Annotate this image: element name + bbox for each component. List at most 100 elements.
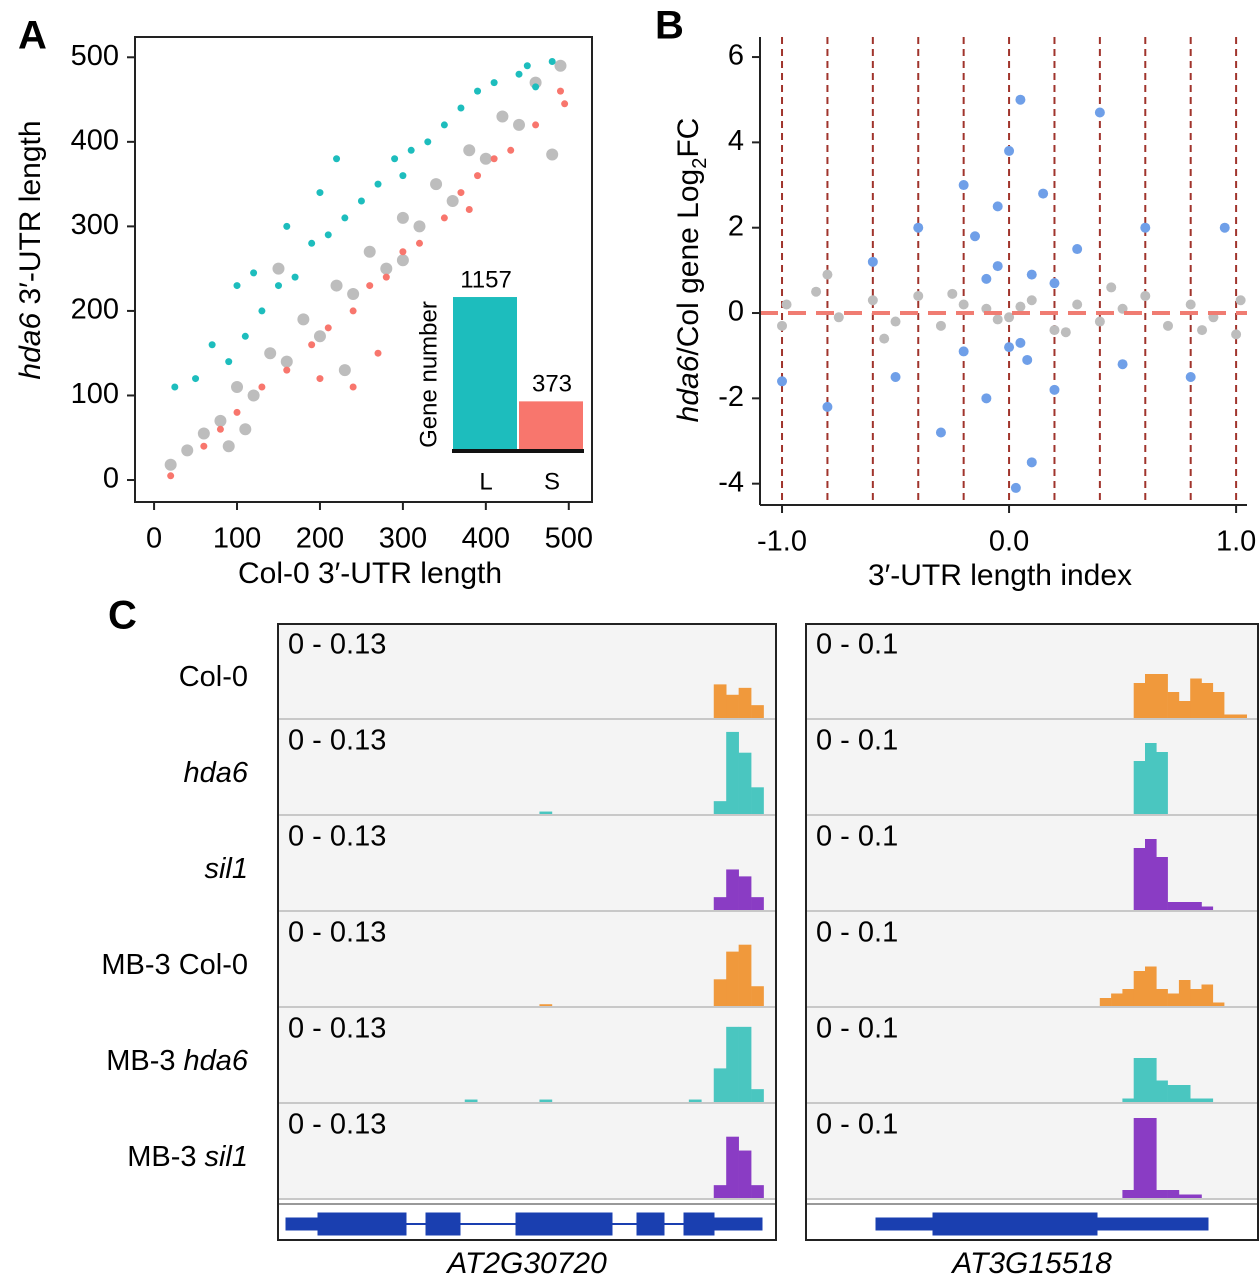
- gene-name: AT3G15518: [950, 1247, 1112, 1280]
- y-tick-label: 200: [71, 294, 119, 326]
- point: [272, 262, 285, 275]
- panel-label: B: [655, 4, 684, 48]
- point: [913, 222, 924, 233]
- range-label: 0 - 0.13: [288, 917, 386, 949]
- point: [1060, 327, 1071, 338]
- point: [407, 146, 415, 154]
- point: [200, 442, 208, 450]
- point: [1094, 107, 1105, 118]
- coverage-bin: [539, 1099, 553, 1103]
- value-label: 373: [532, 371, 572, 398]
- exon: [317, 1212, 407, 1236]
- coverage-bin: [1224, 714, 1236, 719]
- track-frame: [277, 623, 777, 1241]
- point: [430, 178, 443, 191]
- x-axis-label: 3′-UTR length index: [868, 559, 1132, 592]
- point: [935, 320, 946, 331]
- y-tick-label: 400: [71, 124, 119, 156]
- coverage-bin: [1145, 966, 1157, 1007]
- coverage-bin: [726, 731, 739, 815]
- track-label-name: Col-0: [179, 661, 248, 693]
- point: [181, 444, 194, 457]
- point: [399, 248, 407, 256]
- x-tick-label: S: [544, 468, 560, 495]
- track-label: hda6: [183, 757, 248, 789]
- coverage-bin: [1133, 848, 1146, 911]
- coverage-bin: [1201, 1098, 1214, 1103]
- point: [214, 414, 227, 427]
- range-label: 0 - 0.13: [288, 821, 386, 853]
- track-label-name: sil1: [204, 853, 248, 885]
- track-label-prefix: MB-3: [106, 1045, 175, 1077]
- x-tick-label: L: [479, 468, 492, 495]
- coverage-bin: [1190, 1098, 1202, 1103]
- y-tick-label: -2: [718, 381, 744, 413]
- point: [507, 146, 515, 154]
- point: [413, 220, 426, 233]
- point: [913, 290, 924, 301]
- point: [297, 313, 310, 326]
- coverage-bin: [1156, 857, 1168, 911]
- range-label: 0 - 0.1: [816, 917, 898, 949]
- coverage-bin: [1145, 674, 1157, 719]
- value-label: 1157: [460, 266, 512, 293]
- point: [283, 366, 291, 374]
- y-axis-label-part: FC: [672, 118, 705, 158]
- coverage-bin: [738, 687, 752, 719]
- exon: [515, 1212, 613, 1236]
- x-tick-label: 0: [146, 523, 162, 555]
- point: [490, 155, 498, 163]
- coverage-bin: [713, 897, 727, 911]
- point: [167, 472, 175, 480]
- point: [330, 279, 343, 292]
- coverage-bin: [1201, 906, 1214, 911]
- point: [1117, 359, 1128, 370]
- point: [396, 254, 409, 267]
- point: [241, 332, 249, 340]
- point: [283, 222, 291, 230]
- y-axis-label-part: 2: [689, 158, 711, 169]
- coverage-bin: [1156, 1080, 1168, 1103]
- point: [935, 427, 946, 438]
- coverage-bin: [1122, 1098, 1134, 1103]
- point: [457, 189, 465, 197]
- exon: [425, 1212, 461, 1236]
- point: [561, 100, 569, 108]
- track-label-name: sil1: [204, 1141, 248, 1173]
- x-axis-label: Col-0 3′-UTR length: [238, 557, 502, 590]
- point: [338, 364, 351, 377]
- track-label-name: Col-0: [179, 949, 248, 981]
- y-axis-label-part: 3′-UTR length: [14, 120, 47, 312]
- exon: [636, 1212, 665, 1236]
- coverage-bin: [1133, 683, 1146, 719]
- coverage-bin: [1167, 1085, 1180, 1103]
- x-tick-label: 400: [462, 523, 510, 555]
- coverage-bin: [1212, 692, 1225, 719]
- coverage-bin: [1178, 902, 1191, 911]
- point: [556, 87, 564, 95]
- point: [247, 389, 260, 402]
- x-tick-label: 500: [545, 523, 593, 555]
- point: [958, 346, 969, 357]
- point: [958, 299, 969, 310]
- point: [374, 349, 382, 357]
- track-label: sil1: [204, 853, 248, 885]
- track-label: MB-3 hda6: [106, 1045, 249, 1077]
- coverage-bin: [713, 684, 727, 719]
- range-label: 0 - 0.13: [288, 629, 386, 661]
- point: [958, 180, 969, 191]
- point: [1197, 325, 1208, 336]
- point: [523, 62, 531, 70]
- point: [250, 269, 258, 277]
- point: [833, 312, 844, 323]
- point: [777, 320, 788, 331]
- coverage-bin: [1145, 839, 1157, 911]
- coverage-bin: [713, 1185, 727, 1199]
- coverage-bin: [751, 1185, 764, 1199]
- point: [1072, 244, 1083, 255]
- y-tick-label: 0: [103, 463, 119, 495]
- x-tick-label: 0.0: [989, 526, 1029, 558]
- point: [970, 231, 981, 242]
- point: [258, 307, 266, 315]
- point: [992, 201, 1003, 212]
